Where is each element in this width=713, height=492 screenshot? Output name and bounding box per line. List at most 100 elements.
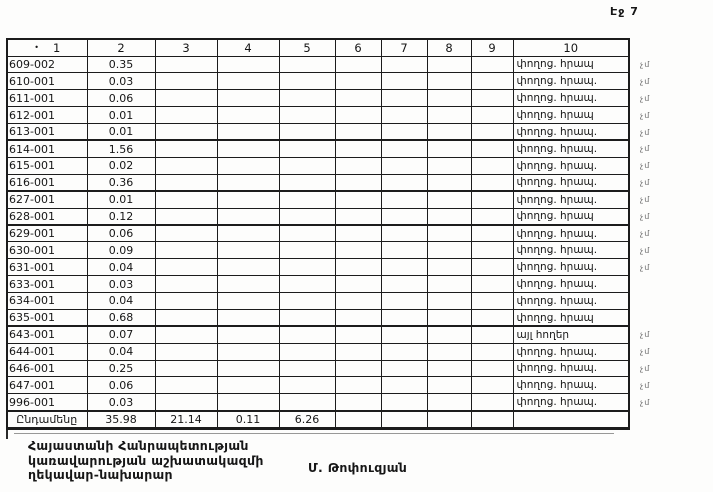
- empty-cell: [426, 409, 472, 431]
- land-use-label: այլ հողեր: [512, 325, 630, 344]
- land-use-label: փողոց. հրապ: [512, 106, 630, 125]
- empty-cell: [470, 241, 514, 260]
- empty-cell: [380, 173, 428, 193]
- empty-cell: [154, 258, 218, 277]
- empty-cell: [278, 156, 336, 175]
- margin-note: չմ: [640, 228, 651, 238]
- empty-cell: [426, 359, 472, 378]
- empty-cell: [154, 376, 218, 395]
- empty-cell: [154, 207, 218, 226]
- empty-cell: [154, 123, 218, 142]
- signature-block: Հայաստանի Հանրապետության կառավարության ա…: [28, 438, 264, 483]
- empty-cell: [334, 123, 382, 142]
- empty-cell: [470, 207, 514, 226]
- empty-cell: [470, 123, 514, 142]
- parcel-code: 611-001: [6, 89, 88, 108]
- empty-cell: [334, 156, 382, 175]
- table-header: • 1 2 3 4 5 6 7 8 9 10: [6, 38, 679, 57]
- scan-artifact-underline: [14, 433, 614, 434]
- parcel-code: 996-001: [6, 393, 88, 412]
- parcel-code: 628-001: [6, 207, 88, 226]
- empty-cell: [380, 106, 428, 125]
- empty-cell: [216, 89, 280, 108]
- empty-cell: [154, 89, 218, 108]
- empty-cell: [426, 275, 472, 293]
- empty-cell: [380, 308, 428, 328]
- empty-cell: [380, 275, 428, 293]
- margin-note: չմ: [640, 330, 651, 340]
- land-use-label: փողոց. հրապ.: [512, 241, 630, 260]
- empty-cell: [380, 55, 428, 74]
- parcel-code: 610-001: [6, 72, 88, 91]
- empty-cell: [470, 173, 514, 193]
- empty-cell: [380, 376, 428, 395]
- column-header-6: 6: [334, 38, 382, 57]
- signature-line-2: կառավարության աշխատակազմի: [28, 452, 264, 468]
- empty-cell: [380, 241, 428, 260]
- table-row: 616-001 0.36 փողոց. հրապ. չմ: [6, 173, 679, 193]
- area-value: 0.04: [86, 291, 156, 310]
- empty-cell: [470, 258, 514, 277]
- margin-note: չմ: [640, 144, 651, 154]
- empty-cell: [278, 275, 336, 293]
- empty-cell: [334, 409, 382, 431]
- empty-cell: [470, 275, 514, 293]
- column-header-8: 8: [426, 38, 472, 57]
- total-col5: 6.26: [278, 409, 336, 431]
- margin-note: չմ: [640, 347, 651, 357]
- empty-cell: [154, 241, 218, 260]
- empty-cell: [470, 156, 514, 175]
- empty-cell: [380, 325, 428, 344]
- empty-cell: [470, 342, 514, 361]
- table-row: 629-001 0.06 փողոց. հրապ. չմ: [6, 224, 679, 243]
- empty-cell: [380, 359, 428, 378]
- land-use-label: փողոց. հրապ: [512, 207, 630, 226]
- empty-cell: [278, 224, 336, 243]
- empty-cell: [380, 123, 428, 142]
- margin-note: չմ: [640, 380, 651, 390]
- empty-cell: [426, 156, 472, 175]
- parcel-code: 646-001: [6, 359, 88, 378]
- empty-cell: [380, 291, 428, 310]
- area-value: 0.01: [86, 106, 156, 125]
- empty-cell: [470, 291, 514, 310]
- margin-note: չմ: [640, 161, 651, 171]
- area-value: 0.35: [86, 55, 156, 74]
- table-row: 647-001 0.06 փողոց. հրապ. չմ: [6, 376, 679, 395]
- empty-cell: [278, 308, 336, 328]
- table-row: 611-001 0.06 փողոց. հրապ. չմ: [6, 89, 679, 108]
- area-value: 0.12: [86, 207, 156, 226]
- table-row: 646-001 0.25 փողոց. հրապ. չմ: [6, 359, 679, 378]
- empty-cell: [216, 173, 280, 193]
- area-value: 0.04: [86, 258, 156, 277]
- table-row: 627-001 0.01 փողոց. հրապ. չմ: [6, 190, 679, 209]
- signatory-name: Մ. Թոփուզյան: [308, 460, 408, 475]
- table-row: 612-001 0.01 փողոց. հրապ չմ: [6, 106, 679, 125]
- table-row: 631-001 0.04 փողոց. հրապ. չմ: [6, 258, 679, 277]
- parcel-code: 613-001: [6, 123, 88, 142]
- empty-cell: [470, 89, 514, 108]
- empty-cell: [334, 325, 382, 344]
- empty-cell: [380, 342, 428, 361]
- table-row: 613-001 0.01 փողոց. հրապ. չմ: [6, 123, 679, 142]
- area-value: 0.02: [86, 156, 156, 175]
- empty-cell: [334, 308, 382, 328]
- table-row: 614-001 1.56 փողոց. հրապ. չմ: [6, 139, 679, 158]
- empty-cell: [216, 224, 280, 243]
- area-value: 0.07: [86, 325, 156, 344]
- parcel-code: 614-001: [6, 139, 88, 158]
- column-header-2: 2: [86, 38, 156, 57]
- empty-cell: [426, 342, 472, 361]
- empty-cell: [334, 342, 382, 361]
- empty-cell: [154, 139, 218, 158]
- empty-cell: [278, 207, 336, 226]
- header-bullet-mark: •: [34, 42, 39, 52]
- parcel-code: 609-002: [6, 55, 88, 74]
- empty-cell: [380, 393, 428, 412]
- empty-cell: [278, 325, 336, 344]
- empty-cell: [278, 72, 336, 91]
- empty-cell: [426, 190, 472, 209]
- land-use-label: փողոց. հրապ.: [512, 89, 630, 108]
- land-use-label: փողոց. հրապ.: [512, 342, 630, 361]
- empty-cell: [334, 173, 382, 193]
